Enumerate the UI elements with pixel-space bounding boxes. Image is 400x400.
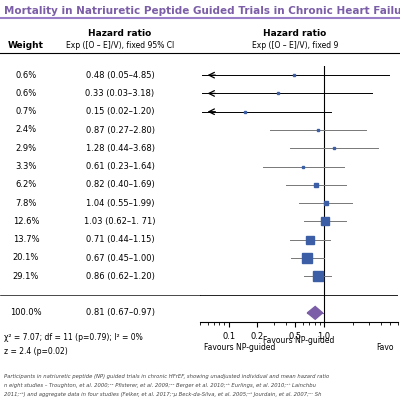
Text: 1.04 (0.55–1.99): 1.04 (0.55–1.99)	[86, 199, 154, 208]
Text: 0.81 (0.67–0.97): 0.81 (0.67–0.97)	[86, 308, 154, 317]
Text: 13.7%: 13.7%	[13, 235, 39, 244]
Text: Participants in natriuretic peptide (NP) guided trials in chronic HFrEF, showing: Participants in natriuretic peptide (NP)…	[4, 374, 329, 379]
Text: 29.1%: 29.1%	[13, 272, 39, 281]
Text: 6.2%: 6.2%	[15, 180, 37, 189]
Text: 0.82 (0.40–1.69): 0.82 (0.40–1.69)	[86, 180, 154, 189]
Text: 0.61 (0.23–1.64): 0.61 (0.23–1.64)	[86, 162, 154, 171]
Text: 7.8%: 7.8%	[15, 199, 37, 208]
Text: Hazard ratio: Hazard ratio	[264, 30, 327, 38]
Text: 20.1%: 20.1%	[13, 254, 39, 262]
Text: 0.7%: 0.7%	[15, 107, 37, 116]
Text: 0.71 (0.44–1.15): 0.71 (0.44–1.15)	[86, 235, 154, 244]
Text: 0.15 (0.02–1.20): 0.15 (0.02–1.20)	[86, 107, 154, 116]
Text: Hazard ratio: Hazard ratio	[88, 30, 152, 38]
Text: 100.0%: 100.0%	[10, 308, 42, 317]
Polygon shape	[307, 306, 323, 319]
Text: Weight: Weight	[8, 41, 44, 50]
Text: Favours NP-guided: Favours NP-guided	[204, 344, 275, 352]
Text: 3.3%: 3.3%	[15, 162, 37, 171]
Text: Exp ([O – E]/V), fixed 9: Exp ([O – E]/V), fixed 9	[252, 41, 338, 50]
Text: 0.6%: 0.6%	[15, 71, 37, 80]
Text: 2011;²⁵) and aggregate data in four studies (Felker, et al. 2017;²µ Beck-da-Silv: 2011;²⁵) and aggregate data in four stud…	[4, 392, 322, 397]
Text: 0.48 (0.05–4.85): 0.48 (0.05–4.85)	[86, 71, 154, 80]
Text: 1.28 (0.44–3.68): 1.28 (0.44–3.68)	[86, 144, 154, 153]
Text: Favours NP-guided: Favours NP-guided	[263, 336, 335, 345]
Text: 0.86 (0.62–1.20): 0.86 (0.62–1.20)	[86, 272, 154, 281]
Text: 1.03 (0.62–1. 71): 1.03 (0.62–1. 71)	[84, 217, 156, 226]
Text: 2.9%: 2.9%	[16, 144, 36, 153]
Text: 2.4%: 2.4%	[16, 126, 36, 134]
Text: n eight studies – Troughton, et al. 2000;²¹ Pfisterer, et al. 2009;²² Berger et : n eight studies – Troughton, et al. 2000…	[4, 383, 316, 388]
Text: Exp ([O – E]/V), fixed 95% CI: Exp ([O – E]/V), fixed 95% CI	[66, 41, 174, 50]
Text: 0.6%: 0.6%	[15, 89, 37, 98]
Text: 0.67 (0.45–1.00): 0.67 (0.45–1.00)	[86, 254, 154, 262]
Text: Favo: Favo	[376, 344, 394, 352]
Text: z = 2.4 (p=0.02): z = 2.4 (p=0.02)	[4, 348, 68, 356]
Text: 12.6%: 12.6%	[13, 217, 39, 226]
Text: 0.87 (0.27–2.80): 0.87 (0.27–2.80)	[86, 126, 154, 134]
Text: χ² = 7.07; df = 11 (p=0.79); I² = 0%: χ² = 7.07; df = 11 (p=0.79); I² = 0%	[4, 334, 143, 342]
Text: 0.33 (0.03–3.18): 0.33 (0.03–3.18)	[86, 89, 154, 98]
Text: Mortality in Natriuretic Peptide Guided Trials in Chronic Heart Failure with Red: Mortality in Natriuretic Peptide Guided …	[4, 6, 400, 16]
